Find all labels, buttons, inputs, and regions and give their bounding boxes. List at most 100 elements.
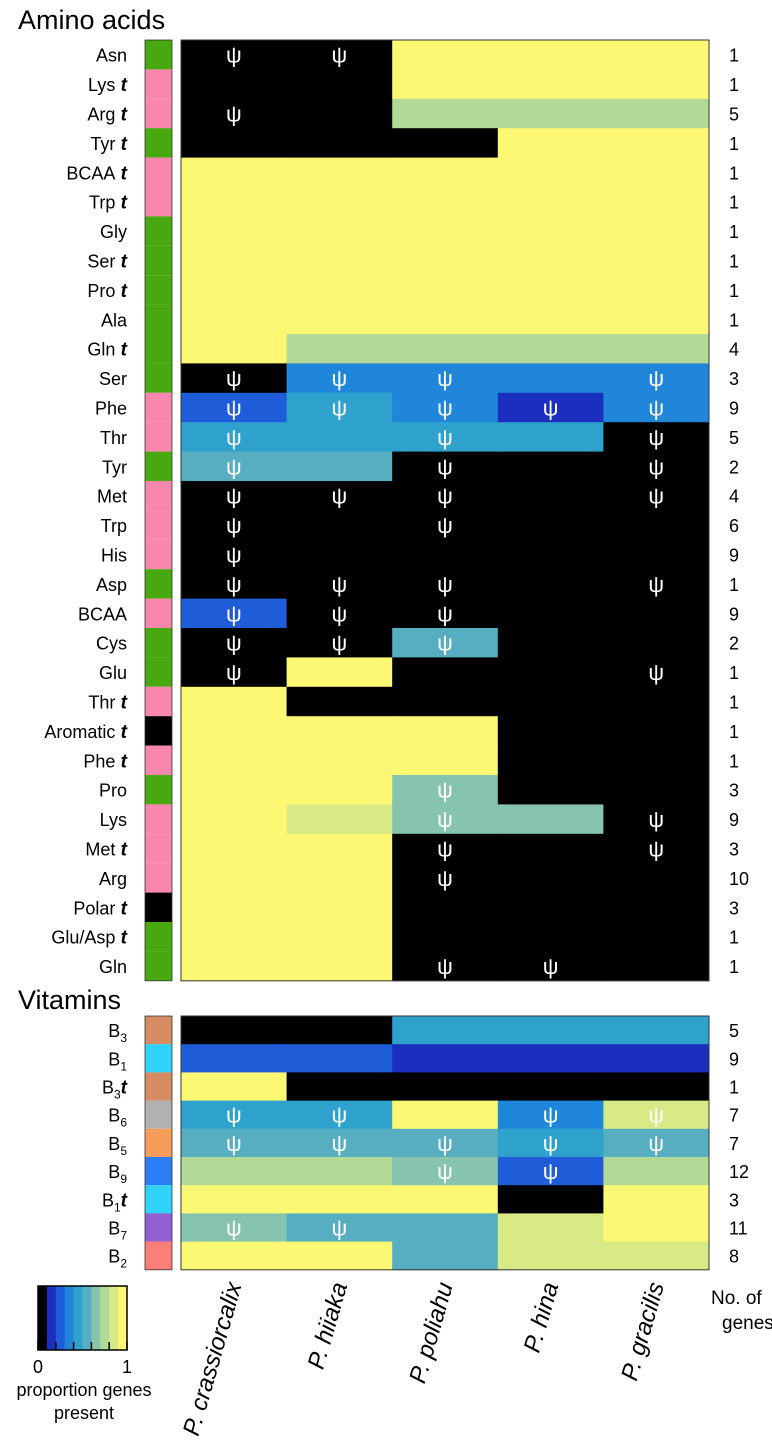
heatmap-cell [181, 1016, 287, 1045]
class-swatch [145, 804, 172, 834]
color-legend: 0 1 proportion genes present [16, 1285, 152, 1423]
heatmap-cell [497, 98, 604, 129]
heatmap-cell [497, 1213, 604, 1242]
heatmap-cell [392, 951, 499, 982]
pseudogene-marker: ψ [648, 572, 664, 597]
heatmap-cell [392, 422, 499, 452]
heatmap-cell [181, 745, 287, 776]
heatmap-cell [497, 510, 604, 541]
class-swatch [145, 98, 172, 129]
legend-title-line2: present [54, 1403, 114, 1423]
heatmap-cell [286, 1016, 393, 1045]
pseudogene-marker: ψ [543, 1131, 559, 1156]
pseudogene-marker: ψ [332, 1216, 348, 1241]
heatmap-cell [392, 657, 499, 688]
heatmap-cell [392, 1100, 499, 1130]
heatmap-cell [181, 716, 287, 746]
legend-swatch [109, 1286, 119, 1350]
heatmap-cell [286, 1128, 393, 1158]
row-label: B3t [102, 1078, 128, 1102]
heatmap-cell [181, 1044, 287, 1073]
heatmap-cell [286, 951, 393, 982]
heatmap-cell [392, 40, 499, 70]
gene-count: 9 [729, 546, 739, 566]
vitamin-class-column [144, 1015, 173, 1271]
amino-acids-heading: Amino acids [18, 5, 165, 35]
row-label: Ala [101, 310, 128, 330]
heatmap-cell [392, 216, 499, 247]
row-label: Trp t [89, 193, 128, 214]
species-label: P. gracilis [616, 1279, 670, 1383]
gene-count: 5 [729, 105, 739, 125]
row-label: Glu [99, 663, 127, 683]
heatmap-cell [392, 716, 499, 746]
heatmap-cell [497, 686, 604, 717]
pseudogene-marker: ψ [226, 102, 242, 127]
gene-count: 3 [729, 781, 739, 801]
pseudogene-marker: ψ [437, 837, 453, 862]
row-label: B1t [102, 1190, 128, 1214]
pseudogene-marker: ψ [226, 43, 242, 68]
class-swatch [145, 569, 172, 599]
heatmap-cell [286, 334, 393, 364]
heatmap-cell [603, 569, 710, 599]
row-label: Polar t [73, 898, 127, 919]
class-swatch [145, 863, 172, 893]
heatmap-cell [392, 157, 499, 188]
class-strip-border [144, 39, 173, 982]
pseudogene-marker: ψ [648, 425, 664, 450]
row-label: Pro [99, 781, 127, 801]
row-label: Ser [99, 369, 127, 389]
gene-count: 7 [729, 1106, 739, 1126]
heatmap-cell [286, 1072, 393, 1101]
heatmap-cell [497, 775, 604, 805]
heatmap-cell [181, 392, 287, 423]
heatmap-cell [392, 922, 499, 952]
heatmap-cell [392, 245, 499, 276]
pseudogene-marker: ψ [437, 954, 453, 979]
row-label: Pro t [87, 281, 127, 302]
heatmap-cell [181, 1185, 287, 1214]
class-swatch [145, 128, 172, 158]
class-swatch [145, 1016, 172, 1045]
vitamin-gene-counts: 5 9 1 7 7 12 3 11 8 [729, 1021, 749, 1267]
heatmap-cell [181, 628, 287, 658]
heatmap-cell [603, 863, 710, 893]
heatmap-cell [603, 451, 710, 482]
heatmap-cell [181, 304, 287, 335]
heatmap-cell [392, 686, 499, 717]
heatmap-cell [286, 892, 393, 923]
row-label: Lys [100, 810, 127, 830]
pseudogene-marker: ψ [543, 1159, 559, 1184]
heatmap-cell [181, 892, 287, 923]
row-label: B6 [108, 1106, 127, 1130]
row-label: B2 [108, 1247, 127, 1271]
gene-count: 1 [729, 722, 739, 742]
row-label: Aromatic t [44, 722, 127, 743]
heatmap-cell [286, 451, 393, 482]
class-swatch [145, 598, 172, 628]
heatmap-cell [392, 1185, 499, 1214]
pseudogene-marker: ψ [648, 396, 664, 421]
heatmap-cell [603, 716, 710, 746]
class-swatch [145, 922, 172, 952]
class-swatch [145, 716, 172, 746]
gene-count: 3 [729, 898, 739, 918]
heatmap-cell [497, 275, 604, 305]
heatmap-cell [603, 334, 710, 364]
gene-count: 2 [729, 634, 739, 654]
heatmap-cell [181, 1241, 287, 1271]
heatmap-cell [181, 481, 287, 511]
heatmap-cell [497, 40, 604, 70]
heatmap-cell [392, 775, 499, 805]
heatmap-cell [603, 1100, 710, 1130]
legend-swatch [82, 1286, 92, 1350]
class-swatch [145, 392, 172, 423]
class-swatch [145, 686, 172, 717]
class-swatch [145, 833, 172, 864]
heatmap-cell [392, 275, 499, 305]
pseudogene-marker: ψ [226, 366, 242, 391]
heatmap-cell [392, 363, 499, 394]
heatmap-cell [392, 892, 499, 923]
species-label: P. hina [519, 1279, 565, 1355]
